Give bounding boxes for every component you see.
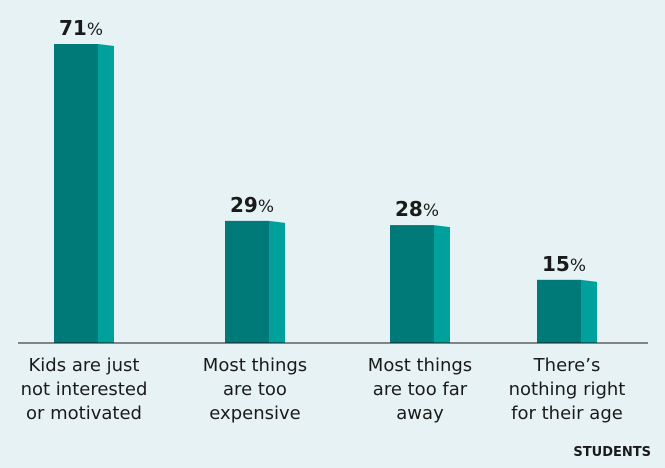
bar-3 <box>390 225 450 343</box>
bar-front <box>537 279 581 343</box>
category-label-line: for their age <box>511 403 623 424</box>
value-number: 15 <box>542 252 570 276</box>
value-unit: % <box>423 201 439 221</box>
category-label-line: are too <box>223 379 287 400</box>
value-number: 29 <box>230 193 258 217</box>
category-label-line: There’s <box>533 355 601 376</box>
category-label-line: nothing right <box>509 379 626 400</box>
bar-front <box>54 44 98 343</box>
value-label: 28% <box>395 197 439 221</box>
value-unit: % <box>87 20 103 40</box>
category-label-line: Most things <box>368 355 472 376</box>
bar-side <box>98 44 114 343</box>
category-label-line: are too far <box>373 379 468 400</box>
category-label: Most things are too far away <box>368 355 472 424</box>
value-unit: % <box>570 256 586 276</box>
category-label-line: away <box>396 403 444 424</box>
bar-side <box>581 279 597 343</box>
bar-1 <box>54 44 114 343</box>
value-label: 71% <box>59 16 103 40</box>
category-label: There’s nothing right for their age <box>509 355 626 424</box>
value-number: 71 <box>59 16 87 40</box>
bar-4 <box>537 279 597 343</box>
category-label-line: or motivated <box>26 403 142 424</box>
category-label: Kids are just not interested or motivated <box>21 355 148 424</box>
bar-side <box>434 225 450 343</box>
value-number: 28 <box>395 197 423 221</box>
bar-front <box>390 225 434 343</box>
bar-side <box>269 220 285 343</box>
category-label-line: not interested <box>21 379 148 400</box>
category-label-line: expensive <box>209 403 300 424</box>
value-label: 29% <box>230 193 274 217</box>
footer-label: STUDENTS <box>573 445 651 460</box>
bar-front <box>225 220 269 343</box>
value-unit: % <box>258 197 274 217</box>
category-label-line: Most things <box>203 355 307 376</box>
value-label: 15% <box>542 252 586 276</box>
bar-2 <box>225 220 285 343</box>
category-label: Most things are too expensive <box>203 355 307 424</box>
category-label-line: Kids are just <box>28 355 139 376</box>
